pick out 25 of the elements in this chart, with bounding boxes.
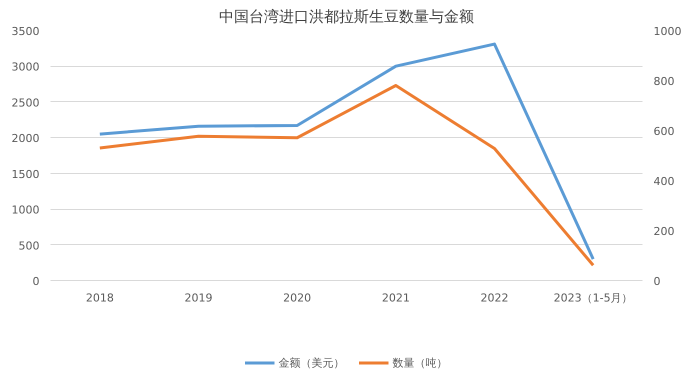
x-tick-label: 2021 bbox=[382, 292, 410, 304]
x-tick-label: 2023（1-5月） bbox=[554, 292, 633, 304]
legend-label: 数量（吨） bbox=[392, 355, 448, 370]
y-tick-label: 1500 bbox=[12, 168, 40, 181]
y2-tick-label: 800 bbox=[654, 75, 674, 88]
y-tick-label: 3000 bbox=[12, 60, 40, 74]
y-tick-label: 2000 bbox=[12, 132, 40, 146]
y2-tick-label: 1000 bbox=[654, 25, 682, 38]
chart-title: 中国台湾进口洪都拉斯生豆数量与金额 bbox=[219, 8, 474, 26]
legend-label: 金额（美元） bbox=[278, 355, 344, 370]
y-tick-label: 3500 bbox=[12, 25, 40, 38]
y2-tick-label: 600 bbox=[654, 125, 674, 138]
y-tick-label: 1000 bbox=[12, 204, 40, 217]
y2-tick-label: 400 bbox=[654, 175, 674, 188]
x-tick-label: 2022 bbox=[480, 292, 509, 304]
y2-tick-label: 200 bbox=[654, 225, 674, 238]
y-tick-label: 0 bbox=[32, 275, 40, 288]
x-tick-label: 2018 bbox=[86, 292, 114, 304]
line-series bbox=[98, 42, 595, 261]
y2-tick-label: 0 bbox=[654, 275, 660, 288]
y-tick-label: 2500 bbox=[12, 96, 40, 110]
x-tick-label: 2020 bbox=[283, 292, 312, 304]
y-tick-label: 500 bbox=[18, 239, 40, 252]
line-series bbox=[98, 84, 595, 267]
x-tick-label: 2019 bbox=[184, 292, 213, 304]
